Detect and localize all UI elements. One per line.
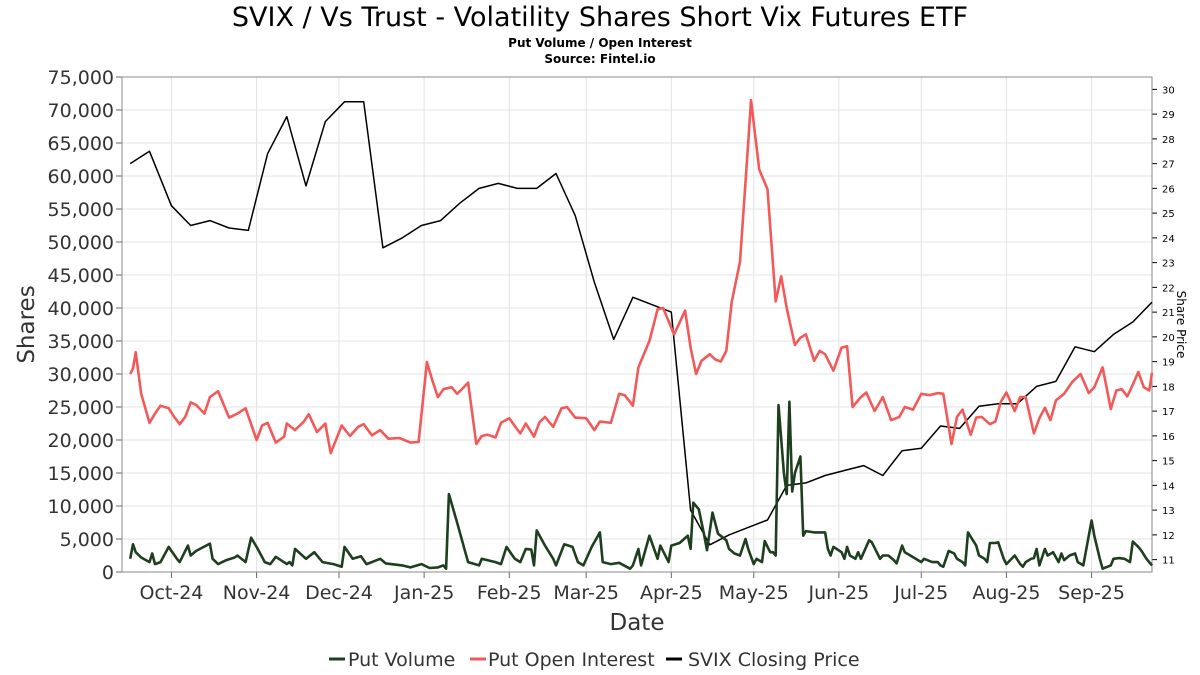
y-tick-label: 70,000 <box>48 100 114 122</box>
y-tick-label: 40,000 <box>48 298 114 320</box>
y-tick-label: 65,000 <box>48 133 114 155</box>
y-right-tick-label: 16 <box>1162 432 1175 443</box>
legend-label-put-volume: Put Volume <box>348 649 455 671</box>
y-tick-label: 60,000 <box>48 166 114 188</box>
legend-label-svix-closing-price: SVIX Closing Price <box>688 649 860 671</box>
y-right-tick-label: 19 <box>1162 358 1175 369</box>
y-right-tick-label: 15 <box>1162 457 1175 468</box>
series-line-svix-closing-price <box>129 101 1153 546</box>
x-tick-label: Oct-24 <box>139 582 203 604</box>
y-tick-label: 35,000 <box>48 331 114 353</box>
x-tick-label: Jul-25 <box>893 582 948 604</box>
y-right-tick-label: 13 <box>1162 506 1175 517</box>
y-right-tick-label: 26 <box>1162 184 1175 195</box>
x-tick-label: Aug-25 <box>972 582 1040 604</box>
series-line-put-open-interest <box>129 98 1154 455</box>
x-tick-label: Jan-25 <box>393 582 454 604</box>
y-right-tick-label: 21 <box>1162 308 1175 319</box>
y-right-tick-label: 27 <box>1162 160 1175 171</box>
y-right-tick-label: 25 <box>1162 209 1175 220</box>
y-right-tick-label: 12 <box>1162 531 1175 542</box>
y-right-tick-label: 23 <box>1162 259 1175 270</box>
chart-title: SVIX / Vs Trust - Volatility Shares Shor… <box>231 2 969 33</box>
y-tick-label: 0 <box>102 562 114 584</box>
y-right-axis-title: Share Price <box>1174 291 1188 359</box>
y-right-tick-label: 11 <box>1162 556 1175 567</box>
chart-subtitle: Put Volume / Open Interest <box>508 36 692 50</box>
y-tick-label: 75,000 <box>48 67 114 89</box>
y-tick-label: 55,000 <box>48 199 114 221</box>
y-axis-title: Shares <box>14 285 40 363</box>
plot-background <box>122 77 1152 572</box>
chart-source: Source: Fintel.io <box>544 52 656 66</box>
y-right-tick-label: 14 <box>1162 481 1175 492</box>
y-tick-label: 5,000 <box>60 529 114 551</box>
y-right-tick-label: 30 <box>1162 85 1175 96</box>
y-tick-label: 30,000 <box>48 364 114 386</box>
plot-frame <box>121 76 1153 573</box>
x-tick-label: Jun-25 <box>808 582 870 604</box>
y-right-tick-label: 20 <box>1162 333 1175 344</box>
y-tick-label: 15,000 <box>48 463 114 485</box>
y-right-tick-label: 22 <box>1162 283 1175 294</box>
y-right-tick-label: 24 <box>1162 234 1175 245</box>
y-tick-label: 50,000 <box>48 232 114 254</box>
x-tick-label: Sep-25 <box>1058 582 1125 604</box>
y-tick-label: 45,000 <box>48 265 114 287</box>
y-tick-label: 25,000 <box>48 397 114 419</box>
y-right-tick-label: 18 <box>1162 382 1175 393</box>
y-right-tick-label: 28 <box>1162 135 1175 146</box>
x-tick-label: Nov-24 <box>223 582 291 604</box>
x-tick-label: Dec-24 <box>305 582 373 604</box>
y-right-tick-label: 17 <box>1162 407 1175 418</box>
x-tick-label: Feb-25 <box>477 582 542 604</box>
y-tick-label: 20,000 <box>48 430 114 452</box>
x-tick-label: Mar-25 <box>553 582 619 604</box>
x-tick-label: Apr-25 <box>640 582 703 604</box>
legend-label-put-open-interest: Put Open Interest <box>488 649 655 671</box>
x-tick-label: May-25 <box>719 582 789 604</box>
y-right-tick-label: 29 <box>1162 110 1175 121</box>
y-tick-label: 10,000 <box>48 496 114 518</box>
series-line-put-volume <box>128 400 1153 570</box>
x-axis-title: Date <box>610 610 665 636</box>
